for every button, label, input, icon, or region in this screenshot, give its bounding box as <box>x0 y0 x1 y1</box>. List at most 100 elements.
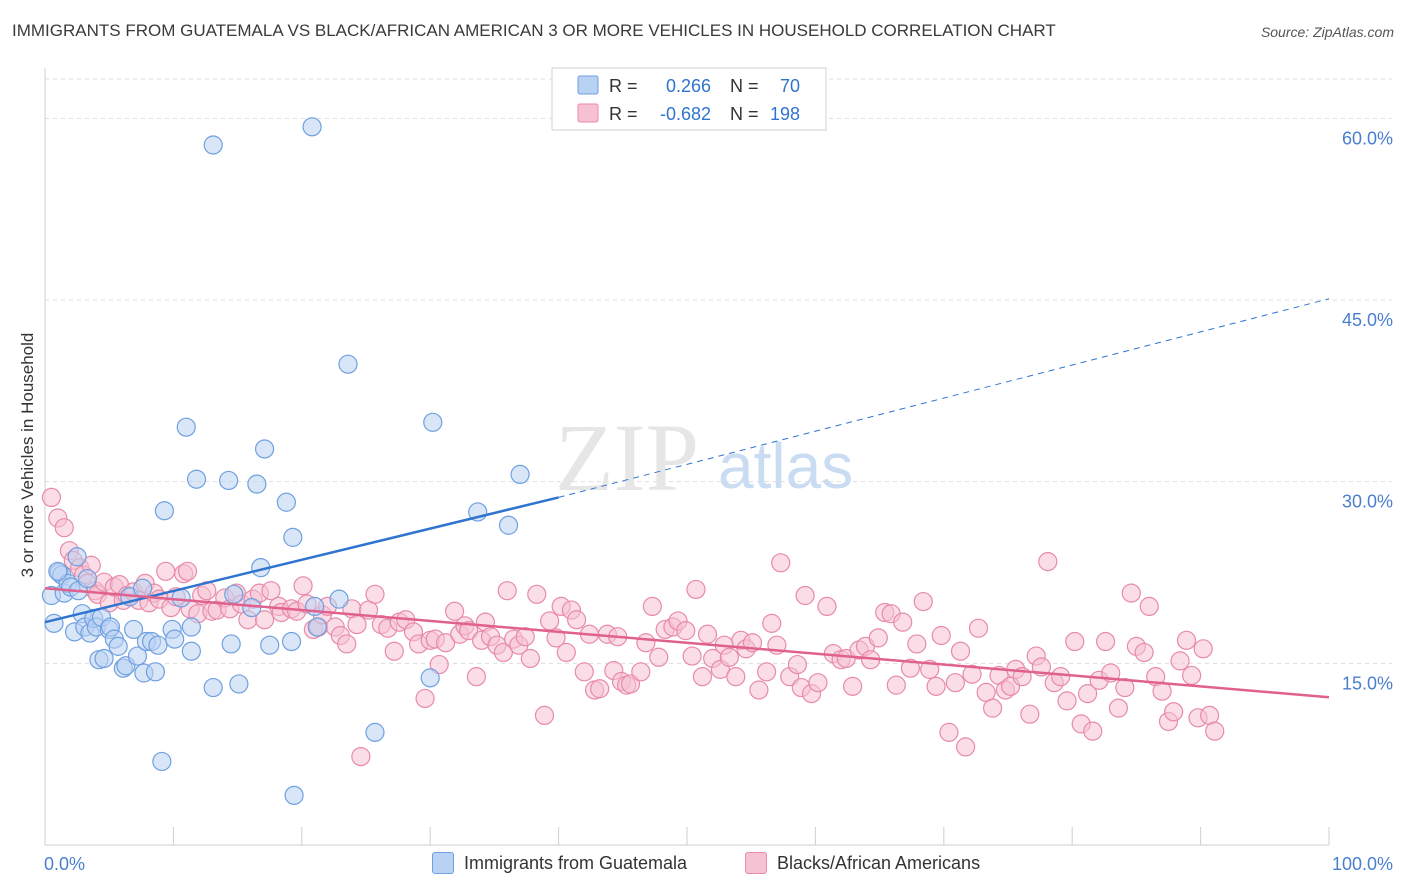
trend-line-guatemala-extension <box>558 298 1330 498</box>
data-point-blacks <box>913 591 933 612</box>
data-point-blacks <box>808 673 828 693</box>
data-point-guatemala <box>276 492 296 512</box>
data-point-blacks <box>893 612 913 632</box>
y-tick-label: 30.0% <box>1342 492 1393 512</box>
data-point-guatemala <box>302 117 322 137</box>
data-point-blacks <box>556 642 576 663</box>
data-point-blacks <box>649 647 669 667</box>
data-point-guatemala <box>307 617 327 637</box>
stats-r-label-blue: R = <box>609 76 638 96</box>
source-label: Source: ZipAtlas.com <box>1260 24 1394 40</box>
data-point-guatemala <box>48 561 68 581</box>
data-point-blacks <box>886 675 906 695</box>
data-point-blacks <box>762 613 782 633</box>
data-point-guatemala <box>329 589 349 609</box>
data-point-blacks <box>493 642 513 663</box>
data-point-blacks <box>1095 631 1116 652</box>
data-point-guatemala <box>420 668 440 688</box>
data-point-blacks <box>1170 651 1190 671</box>
legend-label-blacks: Blacks/African Americans <box>777 852 981 873</box>
data-point-guatemala <box>148 635 168 655</box>
data-point-blacks <box>692 667 713 687</box>
data-point-guatemala <box>338 354 358 374</box>
data-point-blacks <box>520 648 540 669</box>
chart-title: IMMIGRANTS FROM GUATEMALA VS BLACK/AFRIC… <box>12 21 1056 40</box>
data-point-blacks <box>1108 698 1129 718</box>
stats-legend-pink-swatch <box>577 103 599 123</box>
data-point-blacks <box>956 737 976 757</box>
data-point-blacks <box>697 624 718 644</box>
data-point-guatemala <box>145 662 166 682</box>
legend-swatch-blacks <box>745 852 767 874</box>
data-point-blacks <box>939 722 959 742</box>
data-point-blacks <box>1182 665 1202 686</box>
data-point-blacks <box>156 561 176 581</box>
data-point-guatemala <box>181 641 201 661</box>
data-point-guatemala <box>186 469 207 489</box>
data-point-blacks <box>757 662 777 682</box>
data-point-blacks <box>1193 639 1213 659</box>
data-point-guatemala <box>242 598 262 618</box>
data-point-blacks <box>1164 702 1184 722</box>
data-point-blacks <box>1176 630 1197 650</box>
data-point-blacks <box>54 518 74 538</box>
data-point-blacks <box>1134 642 1154 663</box>
data-point-blacks <box>466 667 487 687</box>
data-point-blacks <box>590 679 610 699</box>
data-point-blacks <box>682 646 702 666</box>
data-point-blacks <box>676 621 696 641</box>
legend-item-blacks: Blacks/African Americans <box>745 852 980 874</box>
data-point-blacks <box>636 633 656 653</box>
data-point-blacks <box>900 658 921 678</box>
data-point-blacks <box>261 581 281 601</box>
watermark-atlas: atlas <box>718 430 853 502</box>
trend-line-guatemala <box>44 496 559 624</box>
data-point-guatemala <box>498 515 519 535</box>
stats-n-label-blue: N = <box>730 76 759 96</box>
data-point-guatemala <box>94 648 114 669</box>
data-point-blacks <box>1152 681 1172 701</box>
data-point-blacks <box>787 654 808 675</box>
data-point-blacks <box>436 633 456 653</box>
data-point-guatemala <box>132 578 153 598</box>
y-tick-label: 15.0% <box>1342 673 1393 693</box>
data-point-guatemala <box>152 751 172 772</box>
data-point-guatemala <box>221 634 241 654</box>
data-point-blacks <box>1020 704 1040 724</box>
watermark: ZIP atlas <box>555 404 853 511</box>
grid-lines <box>45 78 1392 664</box>
data-point-blacks <box>1038 551 1058 572</box>
data-point-blacks <box>444 601 465 621</box>
data-point-blacks <box>515 627 535 647</box>
data-point-blacks <box>795 585 815 606</box>
data-point-blacks <box>497 581 517 601</box>
data-point-blacks <box>926 676 946 696</box>
data-point-blacks <box>566 610 587 630</box>
data-point-blacks <box>1078 684 1098 704</box>
stats-legend-blue-swatch <box>577 75 599 95</box>
data-point-blacks <box>817 596 837 617</box>
data-point-guatemala <box>365 722 385 742</box>
data-point-blacks <box>1065 631 1085 652</box>
data-point-guatemala <box>181 617 201 637</box>
data-point-blacks <box>574 662 594 682</box>
data-point-guatemala <box>254 439 275 459</box>
data-point-blacks <box>843 676 863 696</box>
y-axis-label: 3 or more Vehicles in Household <box>18 333 37 578</box>
data-point-guatemala <box>510 464 530 484</box>
data-point-blacks <box>749 680 769 700</box>
data-point-blacks <box>1057 691 1077 711</box>
bottom-legend: Immigrants from Guatemala Blacks/African… <box>0 852 1406 878</box>
stats-n-value-pink: 198 <box>770 104 800 124</box>
data-point-blacks <box>982 698 1003 718</box>
data-point-blacks <box>1051 667 1071 687</box>
data-point-blacks <box>293 576 313 596</box>
data-point-guatemala <box>44 613 64 633</box>
data-point-blacks <box>1121 583 1141 603</box>
data-point-guatemala <box>165 629 185 649</box>
data-point-guatemala <box>219 470 239 491</box>
data-point-blacks <box>868 628 888 648</box>
data-point-blacks <box>527 584 547 604</box>
stats-legend: R = 0.266 N = 70 R = -0.682 N = 198 <box>551 67 827 131</box>
data-point-blacks <box>726 667 746 687</box>
